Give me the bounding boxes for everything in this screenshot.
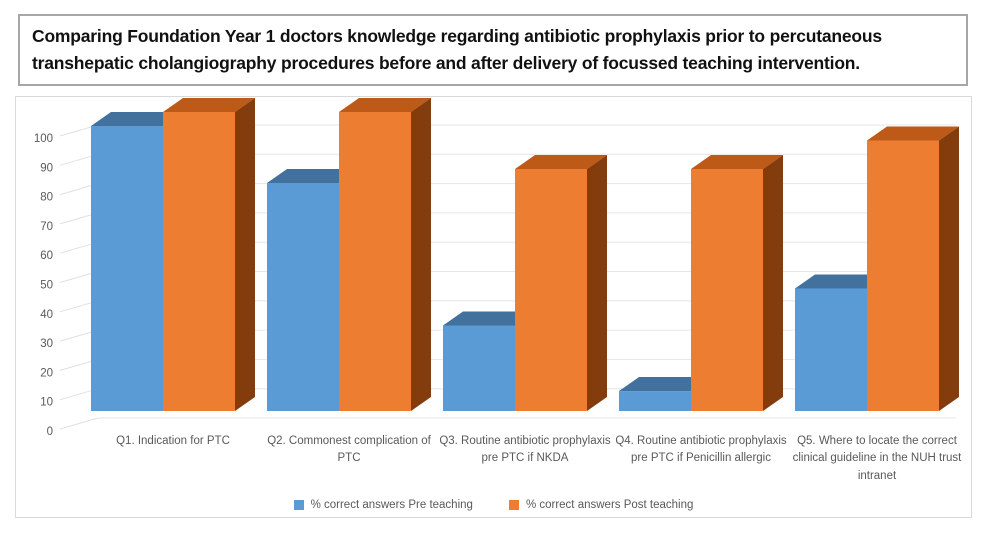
bar-post-q3 [515,169,587,411]
category-label-q1: Q1. Indication for PTC [116,435,230,447]
bar-post-q2 [339,112,411,411]
bar-pre-q3-top [443,311,535,326]
bar-post-q1-side [235,98,255,411]
bar-pre-q2-top [267,169,359,183]
bar-post-q3-top [515,155,607,169]
legend-label-post: % correct answers Post teaching [525,499,694,511]
y-axis-tick-label: 50 [40,280,53,292]
pre-teaching-swatch-icon [293,500,304,510]
y-axis-tick-label: 100 [34,133,53,145]
bar-pre-q4 [619,391,691,411]
bar-post-q5 [867,140,939,411]
bar-post-q1 [163,112,235,411]
y-axis-tick-label: 60 [40,250,53,262]
category-label-q3: Q3. Routine antibiotic prophylaxis pre P… [439,435,611,465]
bar-post-q4 [691,169,763,411]
bar-post-q4-top [691,155,783,169]
bar-pre-q1 [91,126,163,411]
bar-post-q5-side [939,126,959,411]
bar-pre-q4-top [619,377,711,392]
bar-post-q2-top [339,98,431,112]
bar-pre-q2 [267,183,339,411]
category-label-q2: Q2. Commonest complication of PTC [267,435,431,465]
y-axis-tick-label: 90 [40,162,53,174]
category-label-q4: Q4. Routine antibiotic prophylaxis pre P… [615,435,787,465]
y-axis-tick-label: 40 [40,309,53,321]
bar-pre-q5 [795,288,867,411]
legend-item-post-teaching: % correct answers Post teaching [508,499,694,511]
bar-post-q5-top [867,126,959,141]
bar-post-q1-top [163,98,255,112]
bar-post-q3-side [587,155,607,411]
y-axis-tick-label: 70 [40,221,53,233]
chart-area: 0 10 20 30 40 50 60 70 80 90 100 Q1. Indication fo… [15,96,972,518]
figure-title-box: Comparing Foundation Year 1 doctors know… [18,14,968,86]
bar-pre-q5-top [795,274,887,289]
y-axis-tick-label: 20 [40,367,53,379]
chart-legend: % correct answers Pre teaching % correct… [16,499,971,511]
legend-item-pre-teaching: % correct answers Pre teaching [293,499,473,511]
legend-label-pre: % correct answers Pre teaching [310,499,473,511]
post-teaching-swatch-icon [508,500,519,510]
y-tick-connector [59,417,99,430]
category-label-q5: Q5. Where to locate the correct clinical… [792,435,962,482]
y-axis-tick-label: 10 [40,397,53,409]
bar-chart-plot: 0 10 20 30 40 50 60 70 80 90 100 [34,98,959,438]
y-axis-tick-label: 30 [40,338,53,350]
figure-title: Comparing Foundation Year 1 doctors know… [32,25,882,73]
bar-pre-q3 [443,325,515,411]
y-axis-tick-label: 80 [40,192,53,204]
y-axis-tick-label: 0 [47,426,53,438]
bar-post-q4-side [763,155,783,411]
bar-post-q2-side [411,98,431,411]
bar-pre-q1-top [91,112,183,126]
